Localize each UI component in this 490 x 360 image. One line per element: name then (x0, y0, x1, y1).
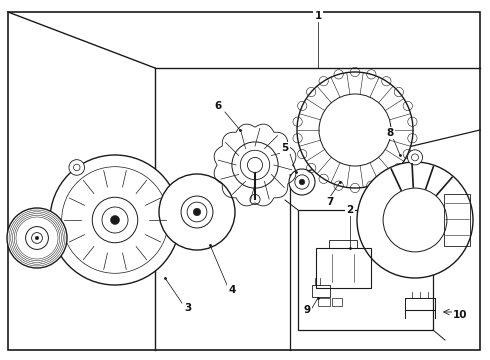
Text: 9: 9 (303, 305, 311, 315)
Circle shape (92, 197, 138, 243)
Text: 5: 5 (281, 143, 289, 153)
Circle shape (50, 155, 180, 285)
Circle shape (181, 196, 213, 228)
Bar (329, 240, 357, 248)
Circle shape (247, 157, 263, 172)
Circle shape (289, 169, 315, 195)
Circle shape (25, 226, 49, 249)
Circle shape (232, 142, 278, 188)
Circle shape (7, 208, 67, 268)
Circle shape (383, 188, 447, 252)
Circle shape (357, 162, 473, 278)
Bar (316, 248, 370, 288)
Circle shape (250, 194, 260, 204)
Text: 4: 4 (228, 285, 236, 295)
Circle shape (35, 236, 39, 240)
Circle shape (299, 179, 305, 185)
Circle shape (31, 233, 43, 243)
Circle shape (187, 202, 207, 222)
Circle shape (319, 94, 391, 166)
Circle shape (193, 208, 201, 216)
Bar (298, 210, 433, 330)
Text: 2: 2 (346, 205, 354, 215)
Text: 3: 3 (184, 303, 192, 313)
Circle shape (408, 150, 422, 165)
Circle shape (240, 150, 270, 180)
Bar (312, 285, 330, 297)
Circle shape (102, 207, 128, 233)
Circle shape (49, 240, 64, 256)
Circle shape (295, 175, 309, 189)
Circle shape (159, 174, 235, 250)
Bar (444, 194, 470, 246)
Circle shape (110, 215, 120, 225)
Text: 1: 1 (315, 11, 321, 21)
Bar (318, 298, 330, 306)
Text: 6: 6 (215, 101, 221, 111)
Circle shape (69, 159, 85, 175)
Text: 7: 7 (326, 197, 334, 207)
Text: 8: 8 (387, 128, 393, 138)
Text: 10: 10 (453, 310, 467, 320)
Circle shape (297, 72, 413, 188)
Bar (332, 298, 342, 306)
